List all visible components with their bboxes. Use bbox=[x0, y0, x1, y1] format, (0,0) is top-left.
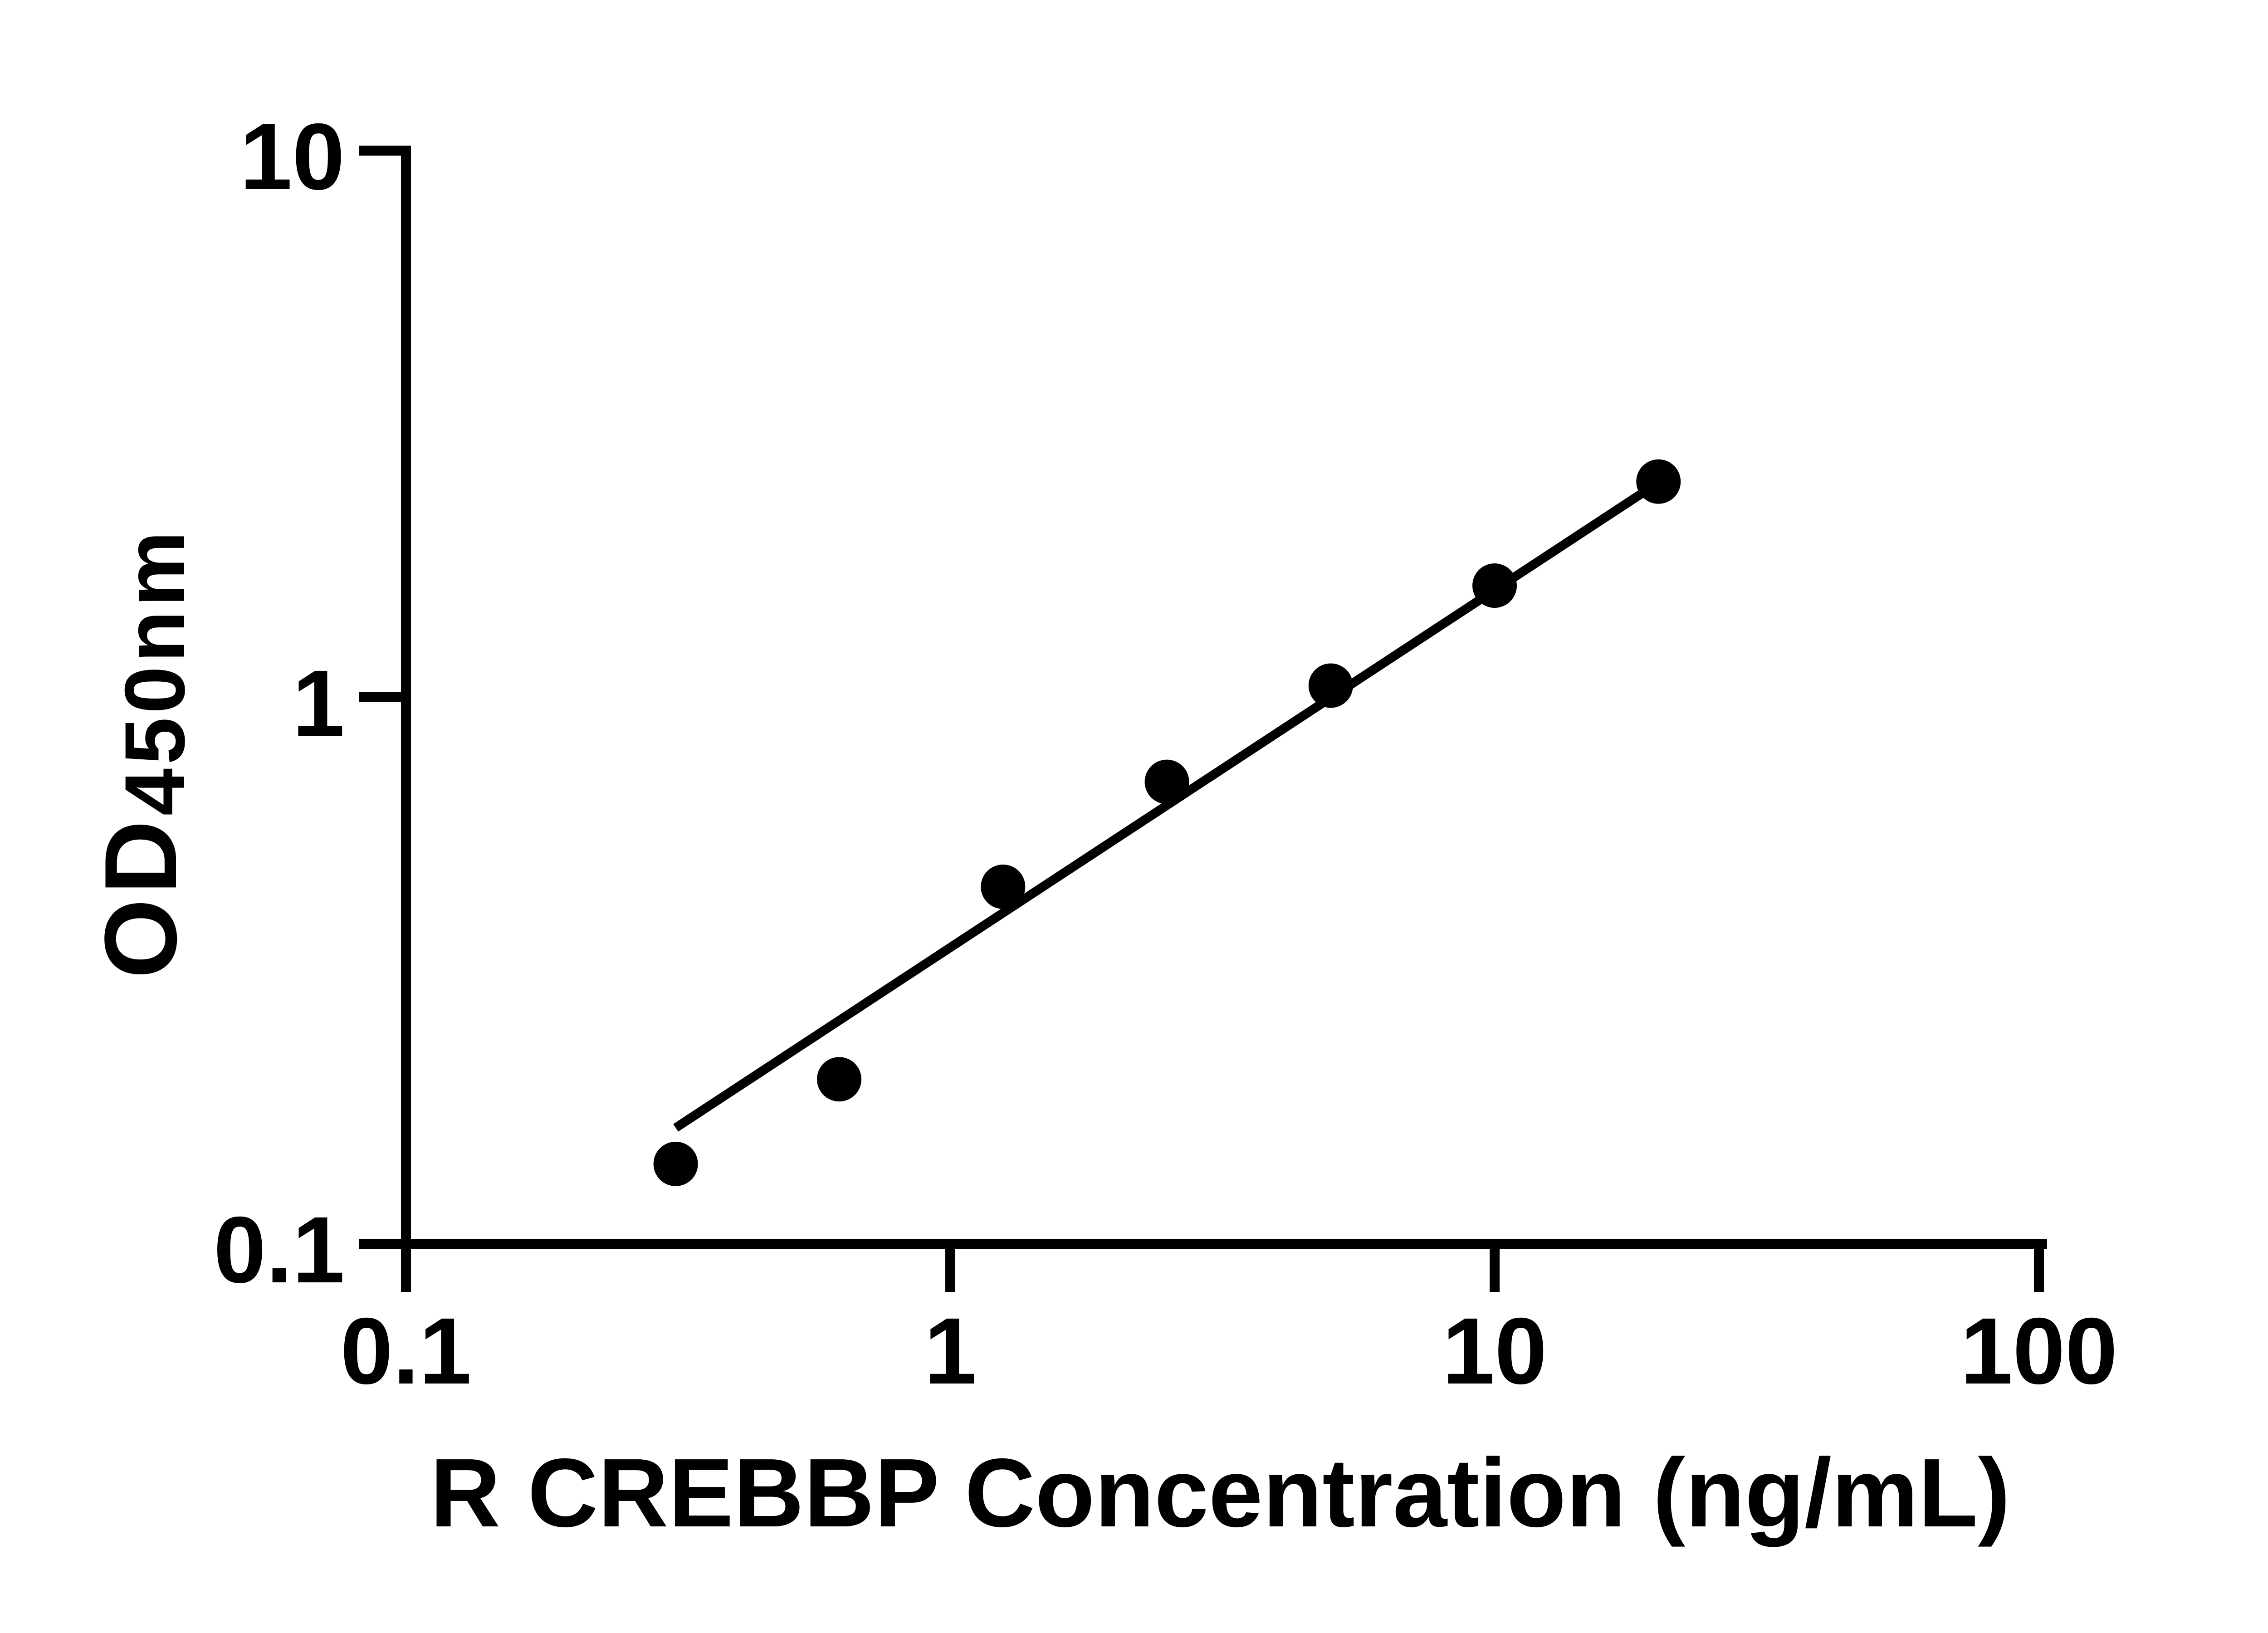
data-point-5 bbox=[1472, 563, 1517, 608]
x-tick-label-1: 1 bbox=[924, 1299, 977, 1404]
y-tick-label-10: 10 bbox=[240, 104, 345, 210]
y-axis-title-subscript: 450nm bbox=[107, 528, 202, 816]
y-axis-title-main: OD bbox=[83, 816, 198, 978]
y-axis-title: OD450nm bbox=[83, 528, 202, 979]
x-tick-label-0.1: 0.1 bbox=[340, 1299, 471, 1404]
x-axis-title: R CREBBP Concentration (ng/mL) bbox=[430, 1438, 2010, 1547]
data-point-4 bbox=[1308, 663, 1353, 708]
data-point-1 bbox=[817, 1057, 862, 1102]
data-points-group bbox=[653, 459, 1681, 1186]
y-tick-label-0.1: 0.1 bbox=[214, 1198, 345, 1303]
x-axis-ticks: 0.1 1 10 100 bbox=[340, 1244, 2118, 1404]
x-tick-label-100: 100 bbox=[1960, 1299, 2117, 1404]
data-point-0 bbox=[653, 1141, 698, 1186]
data-point-6 bbox=[1636, 459, 1681, 504]
x-tick-label-10: 10 bbox=[1442, 1299, 1547, 1404]
data-point-3 bbox=[1144, 759, 1189, 804]
y-tick-label-1: 1 bbox=[292, 651, 345, 756]
data-point-2 bbox=[981, 864, 1026, 909]
y-axis-ticks: 0.1 1 10 bbox=[214, 104, 406, 1303]
